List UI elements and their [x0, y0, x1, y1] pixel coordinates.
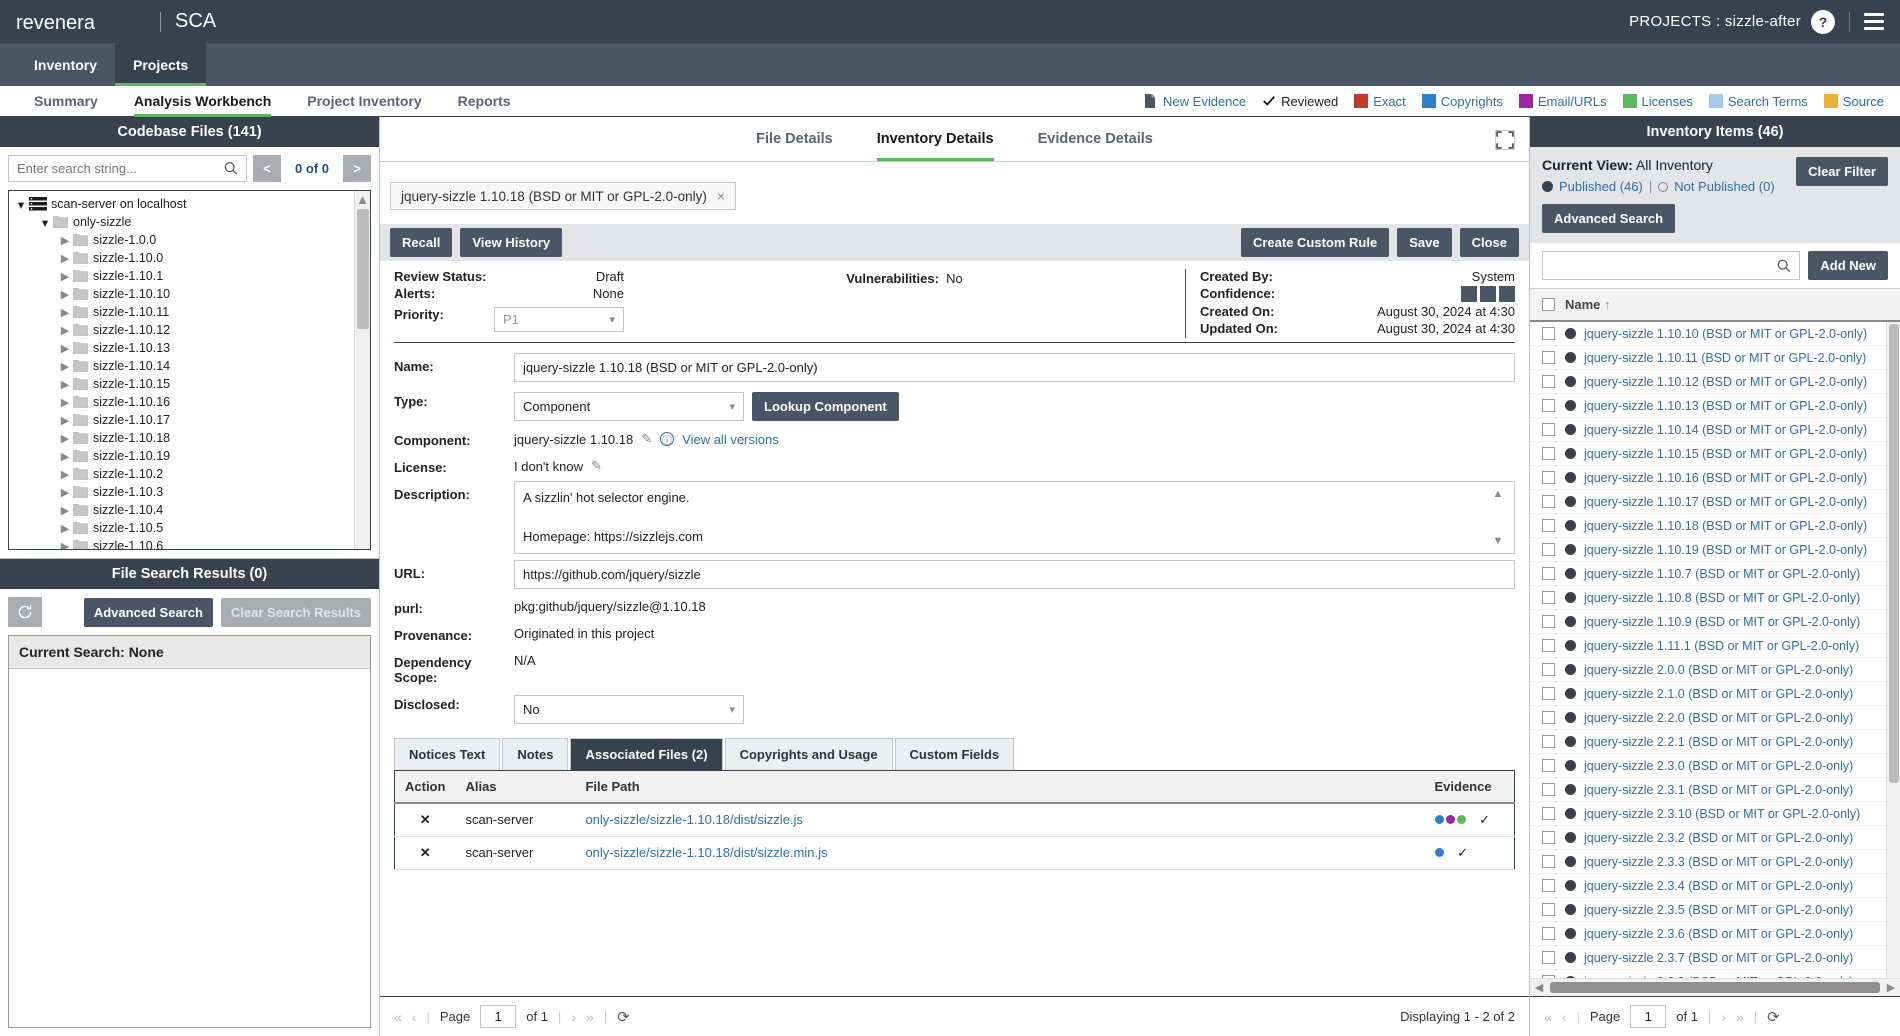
- svg-text:revenera: revenera: [16, 12, 96, 34]
